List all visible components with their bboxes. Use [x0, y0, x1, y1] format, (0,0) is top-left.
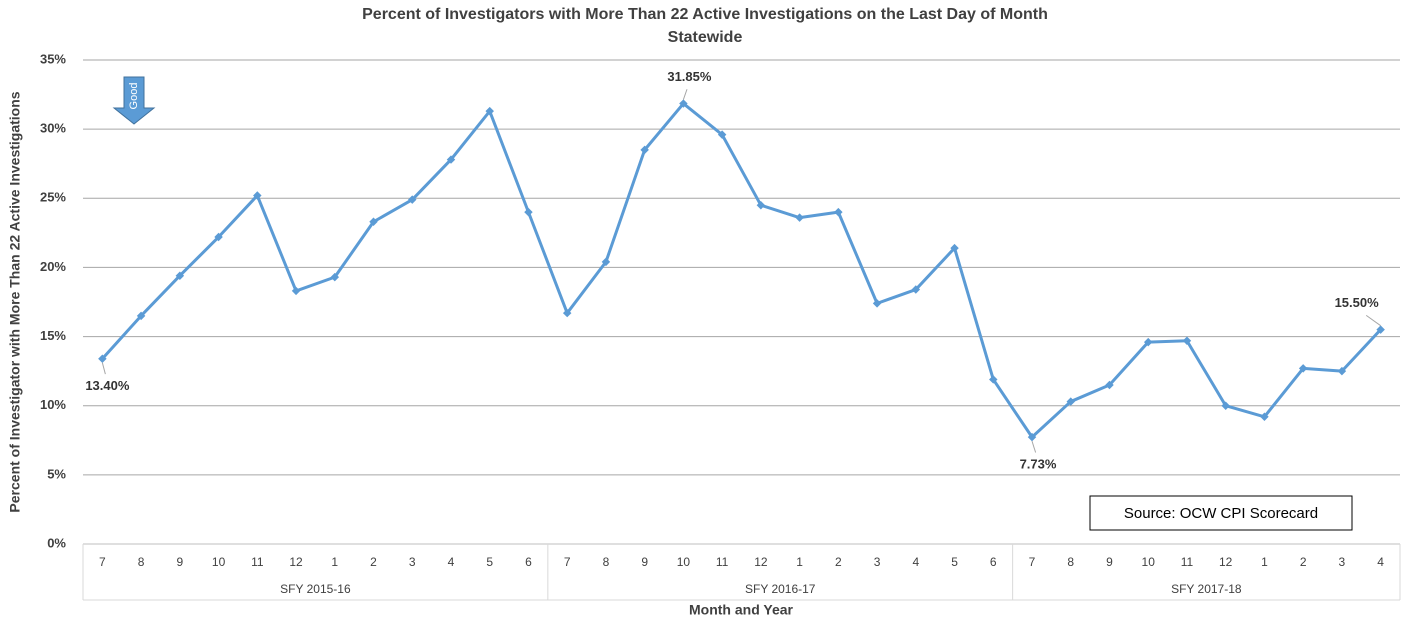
data-point	[601, 257, 611, 267]
x-tick-label: 5	[951, 555, 958, 569]
x-tick-label: 1	[796, 555, 803, 569]
x-tick-label: 10	[1142, 555, 1156, 569]
y-tick-label: 30%	[40, 121, 66, 136]
chart-subtitle: Statewide	[668, 29, 743, 46]
y-tick-label: 10%	[40, 397, 66, 412]
data-point	[369, 217, 378, 227]
x-tick-label: 10	[212, 555, 226, 569]
data-point	[911, 285, 921, 294]
data-label: 7.73%	[1020, 457, 1057, 472]
x-tick-label: 7	[99, 555, 106, 569]
y-axis-label: Percent of Investigator with More Than 2…	[7, 91, 23, 512]
data-label: 31.85%	[667, 69, 712, 84]
data-point	[1337, 366, 1347, 376]
data-point	[1066, 397, 1075, 406]
data-point	[795, 213, 804, 222]
series-line	[101, 102, 1382, 439]
x-tick-label: 11	[716, 555, 729, 569]
x-tick-label: 9	[1106, 555, 1113, 569]
x-tick-label: 9	[641, 555, 648, 569]
x-tick-label: 7	[564, 555, 571, 569]
source-note: Source: OCW CPI Scorecard	[1124, 505, 1318, 522]
data-point	[175, 271, 185, 280]
y-tick-label: 35%	[40, 51, 66, 66]
data-point	[1105, 380, 1114, 390]
chart-title: Percent of Investigators with More Than …	[362, 6, 1048, 23]
group-label: SFY 2015-16	[280, 582, 351, 596]
data-point	[524, 207, 533, 217]
data-point	[330, 272, 340, 282]
label-leader	[682, 89, 688, 100]
x-tick-label: 8	[1067, 555, 1074, 569]
x-tick-label: 7	[1029, 555, 1036, 569]
data-point	[291, 286, 301, 296]
data-point	[1298, 364, 1308, 373]
x-tick-label: 1	[1261, 555, 1268, 569]
x-axis-label: Month and Year	[689, 602, 794, 618]
data-point	[214, 232, 223, 242]
data-point	[1376, 325, 1385, 334]
source-box	[1089, 495, 1353, 531]
x-tick-label: 9	[176, 555, 183, 569]
good-label: Good	[128, 83, 140, 110]
y-tick-label: 5%	[47, 466, 66, 481]
data-point	[485, 106, 494, 116]
x-tick-label: 6	[525, 555, 532, 569]
label-leader	[101, 362, 106, 375]
x-tick-label: 5	[486, 555, 493, 569]
x-tick-label: 2	[835, 555, 842, 569]
data-point	[562, 308, 572, 318]
group-label: SFY 2016-17	[745, 582, 816, 596]
good-arrow	[112, 76, 156, 125]
x-tick-label: 4	[448, 555, 455, 569]
x-tick-label: 12	[1219, 555, 1233, 569]
y-tick-label: 25%	[40, 190, 66, 205]
label-leader	[1031, 440, 1037, 453]
x-tick-label: 6	[990, 555, 997, 569]
group-label: SFY 2017-18	[1171, 582, 1242, 596]
data-point	[1143, 337, 1153, 347]
x-tick-label: 1	[331, 555, 338, 569]
x-tick-label: 4	[1377, 555, 1384, 569]
data-point	[446, 155, 456, 164]
x-tick-label: 4	[912, 555, 919, 569]
x-tick-label: 3	[1339, 555, 1346, 569]
x-tick-label: 3	[874, 555, 881, 569]
data-point	[1260, 412, 1269, 422]
data-point	[1182, 336, 1192, 345]
x-tick-label: 10	[677, 555, 691, 569]
data-label: 15.50%	[1335, 295, 1380, 310]
label-leader	[1365, 314, 1381, 327]
data-point	[872, 299, 882, 308]
x-tick-label: 12	[289, 555, 303, 569]
x-tick-label: 2	[1300, 555, 1307, 569]
x-tick-label: 2	[370, 555, 377, 569]
data-point	[1221, 401, 1230, 410]
x-tick-label: 8	[138, 555, 145, 569]
y-tick-label: 0%	[47, 535, 66, 550]
x-tick-label: 3	[409, 555, 416, 569]
x-tick-label: 12	[754, 555, 768, 569]
x-tick-label: 11	[1181, 555, 1194, 569]
data-point	[98, 354, 107, 363]
data-label: 13.40%	[85, 378, 130, 393]
data-point	[136, 311, 146, 321]
y-tick-label: 20%	[40, 259, 66, 274]
x-tick-label: 8	[603, 555, 610, 569]
y-tick-label: 15%	[40, 328, 66, 343]
x-tick-label: 11	[251, 555, 264, 569]
data-point	[989, 375, 998, 384]
data-point	[834, 207, 843, 217]
data-point	[1027, 432, 1037, 442]
